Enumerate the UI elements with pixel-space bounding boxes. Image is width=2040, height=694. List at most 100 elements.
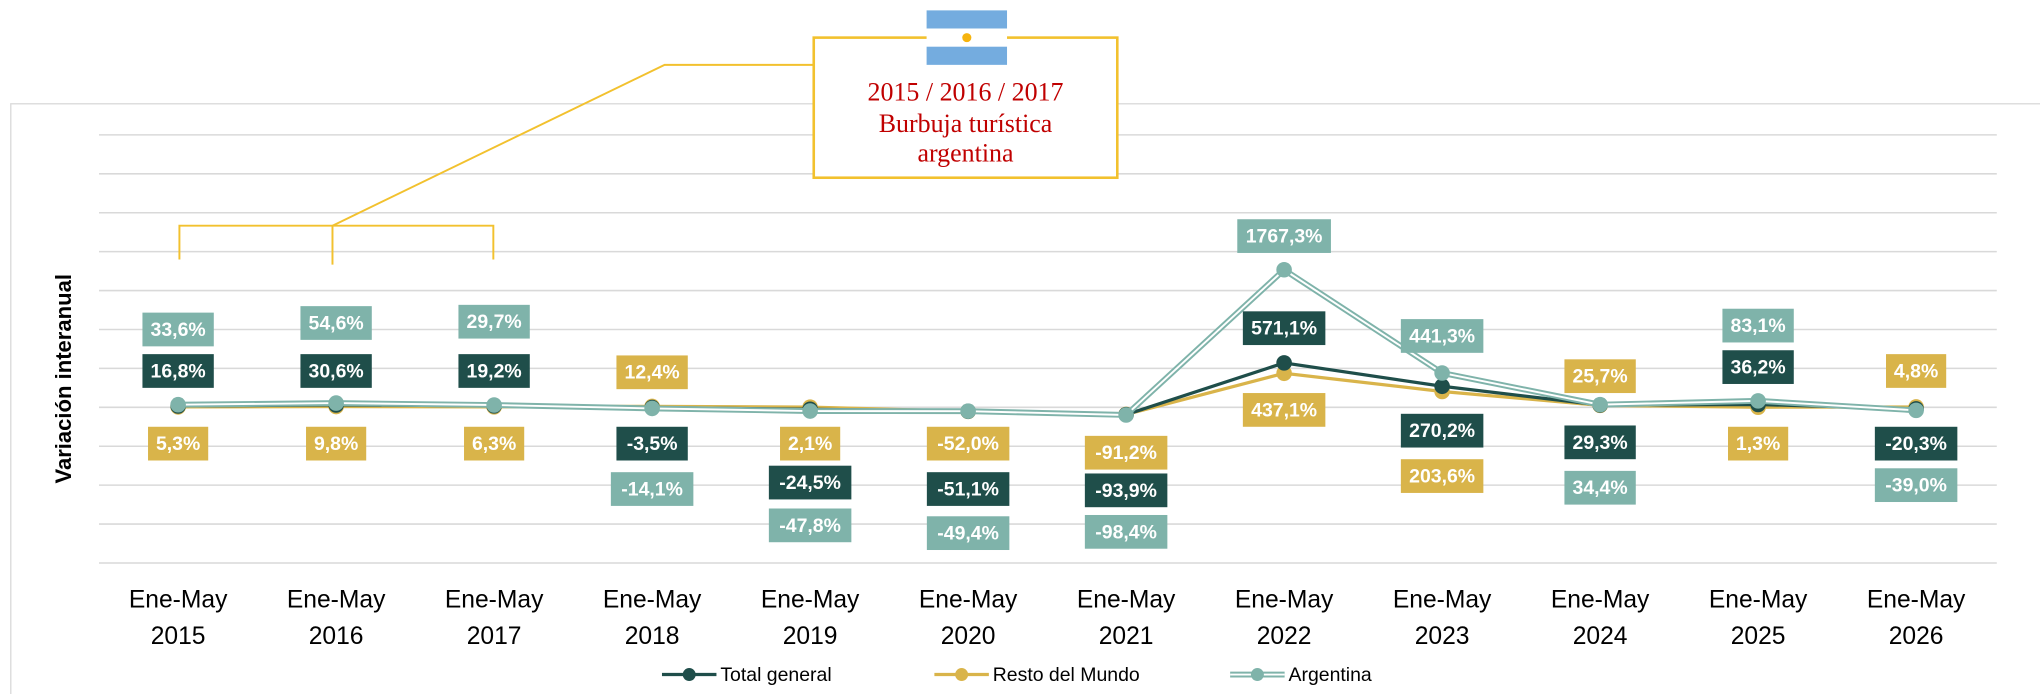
data-label: -24,5% xyxy=(779,472,841,494)
data-label-box xyxy=(1084,514,1168,549)
data-label: 571,1% xyxy=(1251,318,1317,340)
data-label: 36,2% xyxy=(1731,357,1786,379)
marker xyxy=(328,395,344,411)
data-label-box xyxy=(780,426,841,461)
marker xyxy=(170,396,186,413)
bracket xyxy=(178,224,495,260)
data-label-box xyxy=(300,354,372,388)
marker xyxy=(1276,261,1292,278)
data-label-box xyxy=(458,354,530,388)
data-label-box xyxy=(926,426,1010,461)
data-label: 203,6% xyxy=(1409,466,1475,488)
legend-label: Total general xyxy=(720,664,831,686)
data-label-box xyxy=(1564,425,1636,460)
data-label-box xyxy=(1400,413,1484,448)
marker xyxy=(1592,396,1608,413)
data-label-box xyxy=(768,465,852,500)
annotation-text: argentina xyxy=(918,139,1015,168)
data-label-box xyxy=(616,355,688,390)
marker xyxy=(1276,355,1292,371)
data-label-box xyxy=(1886,354,1947,388)
x-tick-label: Ene-May 2015 xyxy=(129,586,228,649)
data-label-box xyxy=(1564,359,1636,394)
marker xyxy=(1434,365,1450,381)
data-label-box xyxy=(1722,308,1794,343)
series-line-inner xyxy=(178,268,1917,416)
data-label-box xyxy=(1722,350,1794,384)
data-label: 1,3% xyxy=(1736,433,1780,455)
marker xyxy=(802,403,818,419)
x-tick-label: Ene-May 2021 xyxy=(1077,586,1176,649)
marker xyxy=(1434,378,1450,395)
legend-marker xyxy=(682,668,696,682)
series-lines xyxy=(170,261,1924,423)
data-label: -49,4% xyxy=(937,523,999,545)
marker xyxy=(1908,402,1924,419)
data-label: -3,5% xyxy=(627,433,678,455)
data-label-box xyxy=(1237,219,1331,253)
data-label: 441,3% xyxy=(1409,325,1475,347)
data-label: 1767,3% xyxy=(1246,226,1323,248)
data-label: 25,7% xyxy=(1573,366,1628,388)
data-label-box xyxy=(300,306,372,340)
legend-marker xyxy=(1250,668,1264,682)
data-label: -91,2% xyxy=(1095,442,1157,464)
legend-marker xyxy=(955,668,969,682)
data-label: 29,7% xyxy=(467,311,522,333)
data-label-box xyxy=(142,354,214,388)
callout-line xyxy=(332,63,814,227)
data-label-box xyxy=(1242,311,1326,346)
data-label-box xyxy=(464,426,525,461)
data-label: 83,1% xyxy=(1731,315,1786,337)
flag xyxy=(926,10,1008,65)
data-label: 12,4% xyxy=(625,362,680,384)
data-label: -20,3% xyxy=(1885,433,1947,455)
data-label: -51,1% xyxy=(937,478,999,500)
data-label: 54,6% xyxy=(309,312,364,334)
series-line xyxy=(178,266,1917,418)
data-label: 2,1% xyxy=(788,433,832,455)
data-label: -47,8% xyxy=(779,515,841,537)
y-axis-label: Variación interanual xyxy=(51,274,76,484)
data-label-box xyxy=(1400,459,1484,493)
data-label: 33,6% xyxy=(151,319,206,341)
data-label: 5,3% xyxy=(156,433,200,455)
annotation-text: Burbuja turística xyxy=(879,109,1053,138)
data-label-box xyxy=(1874,426,1958,461)
x-tick-label: Ene-May 2022 xyxy=(1235,586,1334,649)
data-label-box xyxy=(616,426,688,461)
data-label: 437,1% xyxy=(1251,399,1317,421)
data-label-box xyxy=(1874,468,1958,503)
data-label-box xyxy=(610,472,694,506)
marker xyxy=(1750,393,1766,409)
x-tick-label: Ene-May 2024 xyxy=(1551,586,1650,649)
data-label-box xyxy=(142,312,214,347)
marker xyxy=(960,403,976,419)
x-tick-label: Ene-May 2017 xyxy=(445,586,544,649)
data-label: -14,1% xyxy=(621,478,683,500)
data-label: 29,3% xyxy=(1573,432,1628,454)
data-label: 4,8% xyxy=(1894,360,1938,382)
data-label: -39,0% xyxy=(1885,475,1947,497)
annotation-text: 2015 / 2016 / 2017 xyxy=(868,78,1064,107)
data-label: 19,2% xyxy=(467,360,522,382)
data-label-box xyxy=(926,516,1010,551)
data-label: -98,4% xyxy=(1095,521,1157,543)
data-label: -52,0% xyxy=(937,433,999,455)
data-label-box xyxy=(768,508,852,543)
x-tick-label: Ene-May 2019 xyxy=(761,586,860,649)
data-label: 270,2% xyxy=(1409,420,1475,442)
data-label-box xyxy=(926,472,1010,506)
data-label: 30,6% xyxy=(309,360,364,382)
data-label-box xyxy=(306,426,367,461)
series-line xyxy=(178,371,1917,417)
data-label-box xyxy=(1564,470,1636,505)
x-tick-label: Ene-May 2026 xyxy=(1867,586,1966,649)
data-label: -93,9% xyxy=(1095,480,1157,502)
data-label-box xyxy=(458,304,530,339)
marker xyxy=(486,397,502,413)
data-label: 16,8% xyxy=(151,360,206,382)
data-label-box xyxy=(148,426,209,461)
legend-label: Argentina xyxy=(1289,664,1372,686)
